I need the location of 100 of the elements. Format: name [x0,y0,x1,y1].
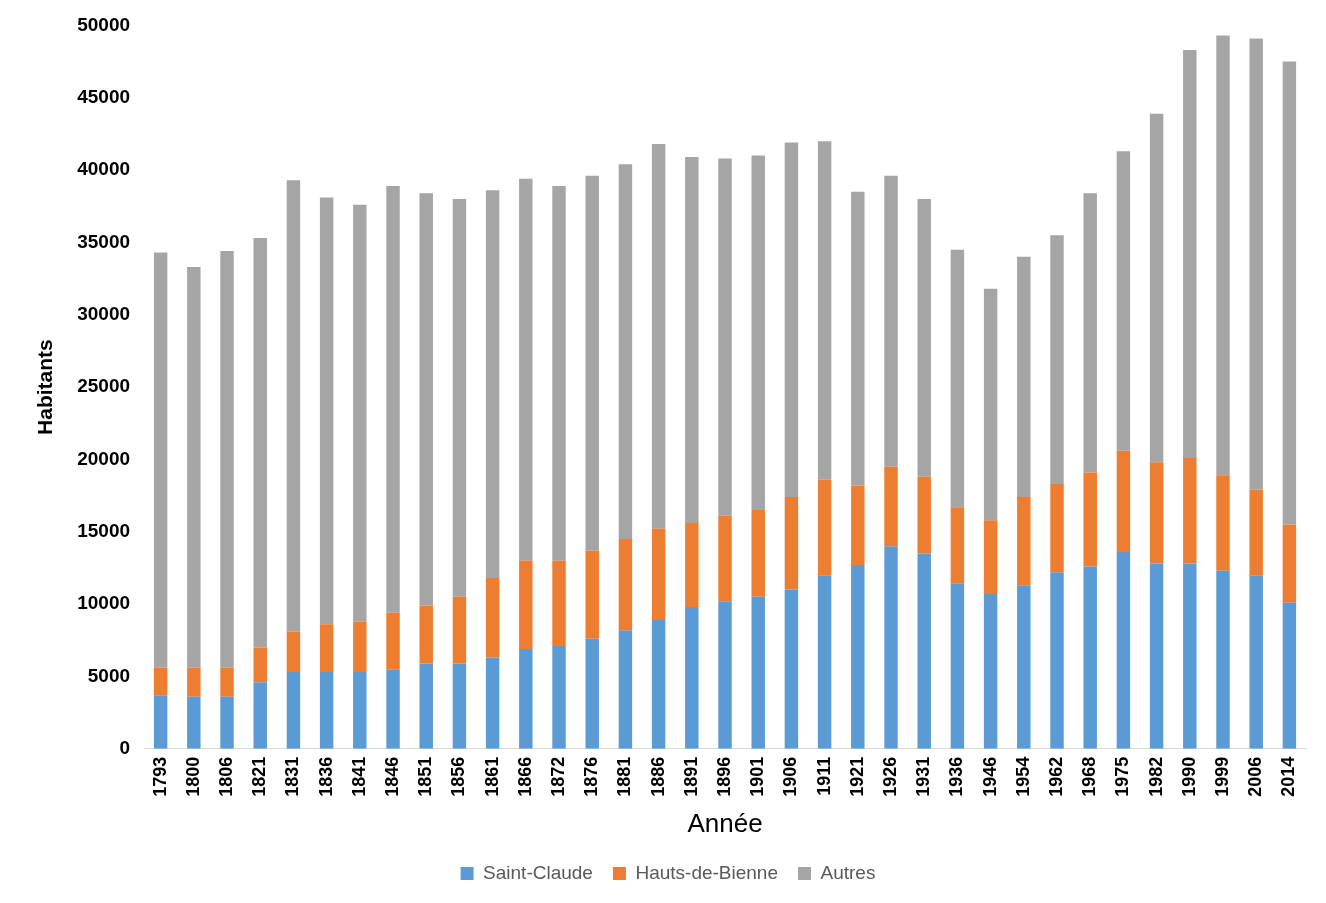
bar [220,667,234,697]
y-tick-label: 0 [119,736,131,758]
y-tick-label: 45000 [77,85,131,107]
legend-label: Saint-Claude [483,861,593,883]
y-tick-label: 40000 [77,158,131,180]
bar [585,175,599,551]
bar [685,606,699,749]
bar [1249,38,1263,490]
x-tick-label: 1999 [1211,756,1232,797]
x-tick-label: 1954 [1012,756,1033,797]
bar [519,648,533,749]
y-tick-label: 50000 [77,13,131,35]
bar [485,578,500,658]
y-tick-label: 35000 [77,230,131,252]
legend-label: Autres [820,861,876,883]
bar [1017,256,1031,498]
bar [950,583,965,749]
bar [1149,113,1164,463]
y-tick-label: 5000 [87,664,131,686]
y-axis-title: Habitants [33,339,57,435]
bar [386,669,400,749]
bar [485,657,500,749]
bar [618,538,633,631]
bar [1183,49,1197,458]
bar [983,593,998,749]
bar [1116,151,1131,451]
bar [1017,585,1031,749]
x-tick-label: 2014 [1278,756,1299,797]
x-tick-label: 1975 [1112,756,1133,797]
bar [1050,484,1064,573]
x-tick-label: 2006 [1245,756,1266,797]
x-tick-label: 1886 [647,756,668,797]
x-tick-label: 1831 [282,756,303,797]
bar [519,178,533,561]
bar [319,672,334,749]
bar [851,191,865,486]
bar [718,515,732,602]
y-tick-label: 30000 [77,302,131,324]
bar [452,596,467,664]
legend-label: Hauts-de-Bienne [635,861,779,883]
bar [1083,472,1097,567]
x-tick-label: 1968 [1079,756,1100,797]
bar [784,589,799,749]
bar [153,667,168,696]
bar [950,249,965,508]
bar [519,560,533,649]
bar [1083,193,1097,473]
bar [1216,570,1230,749]
bar [1050,572,1064,749]
x-tick-label: 1931 [913,756,934,797]
x-tick-label: 1901 [747,756,768,797]
bar [1017,497,1031,586]
x-tick-label: 1990 [1178,756,1199,797]
bar [851,485,865,566]
x-tick-label: 1962 [1045,756,1066,797]
bar [1116,552,1131,749]
x-tick-label: 1846 [382,756,402,797]
bar [319,624,334,673]
bar [286,180,301,632]
bar [452,663,467,749]
x-tick-label: 1946 [979,756,1000,797]
bar [1282,602,1297,749]
bar [552,185,566,561]
bar [618,164,633,539]
bar [651,528,666,620]
bar [751,510,765,597]
bar [718,601,732,749]
bar [253,647,267,683]
x-tick-label: 1861 [481,756,502,797]
bar [917,476,931,554]
bar [1183,563,1197,749]
x-tick-label: 1982 [1145,756,1166,797]
y-tick-label: 20000 [77,447,131,469]
bar [253,238,267,648]
bar [187,667,201,697]
x-tick-label: 1872 [547,756,568,797]
x-tick-label: 1876 [581,756,602,797]
y-tick-label: 10000 [77,592,131,614]
bar [817,575,832,749]
bar [751,596,765,749]
bar [220,696,234,749]
bar [1282,61,1297,525]
bar [419,605,433,664]
bar [817,141,832,480]
x-tick-label: 1936 [946,756,967,797]
bar [983,288,998,521]
bar [1149,563,1164,749]
x-tick-label: 1836 [315,756,336,797]
bar [153,252,168,668]
bar [353,204,367,622]
bar [817,479,832,576]
bar [187,267,201,668]
bar [851,565,865,749]
bar [319,197,334,625]
bar [353,621,367,673]
x-tick-label: 1906 [780,756,801,797]
x-tick-label: 1881 [614,756,635,797]
bar [1282,524,1297,603]
bar [784,497,799,590]
bar [485,190,500,579]
